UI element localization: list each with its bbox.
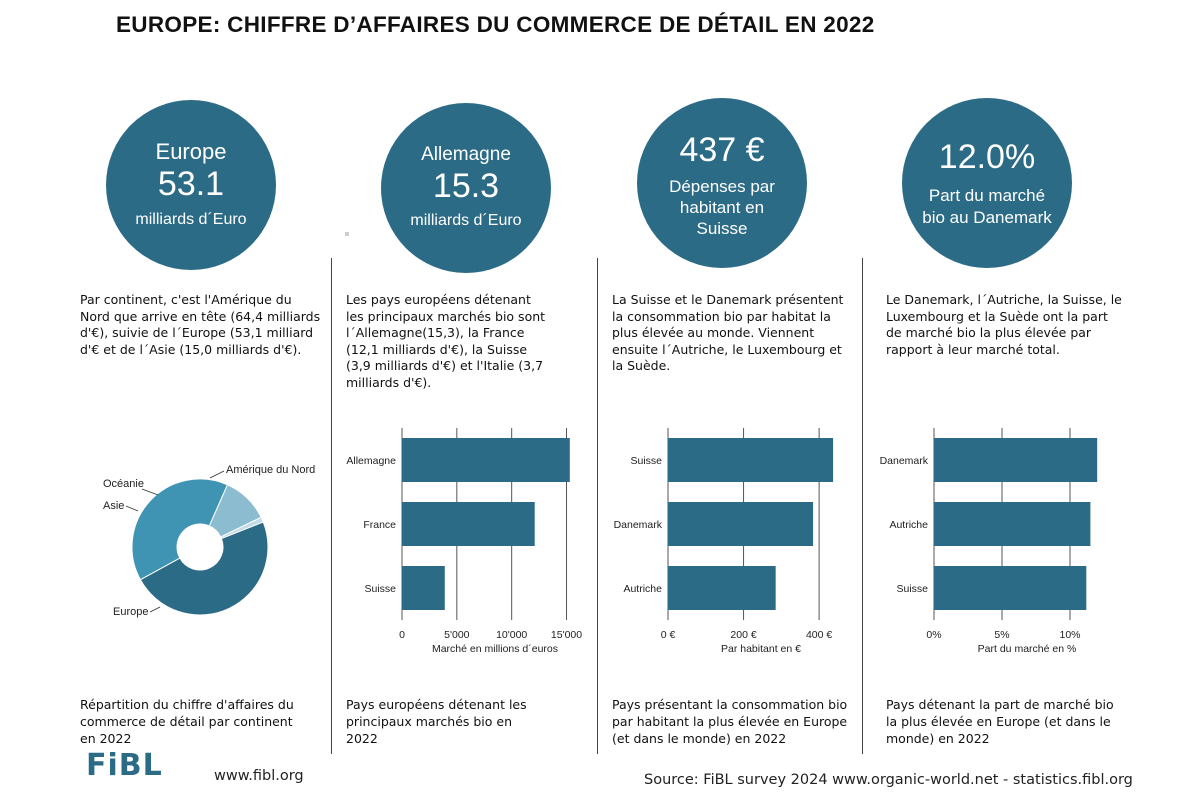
europe-stat-circle: Europe 53.1 milliards d´Euro [106,100,276,270]
tick-label: 5'000 [444,629,470,641]
donut-label-oceania: Océanie [103,478,144,490]
donut-label-asia: Asie [103,500,124,512]
column-divider [862,258,863,754]
tick-label: 15'000 [551,629,582,641]
category-label: Suisse [364,583,396,595]
tick-label: 200 € [730,629,756,641]
tick-label: 10% [1059,629,1080,641]
donut-chart: Amérique du Nord Océanie Asie Europe [103,464,315,618]
bar [934,566,1087,610]
bar [402,438,570,482]
tick-label: 0 [399,629,405,641]
bar [934,438,1098,482]
circle-value: 12.0% [938,138,1036,177]
donut-slice-3 [220,516,264,540]
bar [668,566,776,610]
bar [402,566,445,610]
chart-caption: Pays détenant la part de marché bio la p… [886,697,1114,746]
page-title: EUROPE: CHIFFRE D’AFFAIRES DU COMMERCE D… [116,12,875,37]
donut-label-europe: Europe [113,606,148,618]
category-label: Suisse [896,583,928,595]
tick-label: 400 € [806,629,832,641]
website-link[interactable]: www.fibl.org [214,768,304,784]
panel-description: Les pays européens détenant les principa… [346,292,546,390]
circle-subtitle: Dépenses par habitant en Suisse [669,176,775,239]
denmark-stat-circle: 12.0% Part du marché bio au Danemark [902,98,1072,268]
circle-value: 15.3 [432,166,500,205]
bar-chart-per-capita: 0 € 200 € 400 € Suisse Danemark Autriche Par h… [614,428,834,655]
tick-label: 0% [926,629,941,641]
circle-unit: milliards d´Euro [410,211,522,229]
x-axis-label: Par habitant en € [721,643,801,655]
donut-labels: Amérique du Nord Océanie Asie Europe [103,464,315,618]
chart-caption: Pays européens détenant les principaux m… [346,697,527,746]
category-label: Allemagne [346,455,396,467]
circle-label: Europe [155,139,227,165]
source-note: Source: FiBL survey 2024 www.organic-wor… [644,772,1133,788]
decorative-dot [345,232,349,236]
donut-slice-0 [139,521,269,616]
germany-stat-circle: Allemagne 15.3 milliards d´Euro [381,103,551,273]
circle-subtitle: Part du marché bio au Danemark [922,186,1052,227]
panel-description: Le Danemark, l´Autriche, la Suisse, le L… [886,292,1122,357]
circle-value: 53.1 [157,165,225,204]
panel-description: Par continent, c'est l'Amérique du Nord … [80,292,321,357]
category-label: Autriche [889,519,928,531]
category-label: Danemark [880,455,929,467]
bar [668,438,834,482]
donut-slice-1 [131,478,229,581]
bar-chart-market-share: 0% 5% 10% Danemark Autriche Suisse Part du mar… [880,428,1098,655]
bar [402,502,535,546]
x-axis-label: Part du marché en % [978,643,1077,655]
category-label: Suisse [630,455,662,467]
category-label: France [363,519,396,531]
switzerland-stat-circle: 437 € Dépenses par habitant en Suisse [637,98,807,268]
leader-line [149,606,161,613]
leader-line [125,505,139,512]
column-divider [597,258,598,754]
bar-chart-germany: 0 5'000 10'000 15'000 Allemagne France Suisse M… [346,428,582,655]
fibl-logo: FiBL [86,748,163,783]
circle-unit: milliards d´Euro [135,210,247,228]
chart-caption: Pays présentant la consommation bio par … [612,697,848,746]
panel-description: La Suisse et le Danemark présentent la c… [612,292,844,373]
donut-label-north-america: Amérique du Nord [226,464,315,476]
column-divider [331,258,332,754]
category-label: Autriche [623,583,662,595]
tick-label: 0 € [661,629,676,641]
category-label: Danemark [614,519,663,531]
leader-line [209,470,225,479]
circle-label: Allemagne [421,143,511,165]
bar [934,502,1091,546]
leader-line [141,488,159,496]
chart-caption: Répartition du chiffre d'affaires du com… [80,697,294,746]
x-axis-label: Marché en millions d´euros [432,643,558,655]
circle-value: 437 € [679,130,765,169]
bar [668,502,814,546]
tick-label: 5% [994,629,1009,641]
tick-label: 10'000 [496,629,527,641]
